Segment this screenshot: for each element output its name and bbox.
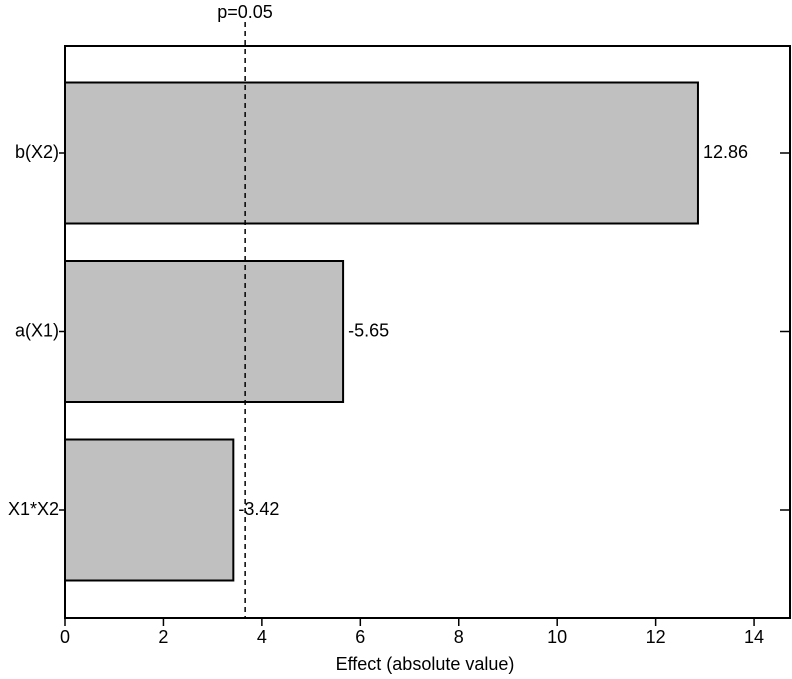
- plot-frame: [64, 45, 791, 619]
- y-tick-label: b(X2): [15, 142, 59, 162]
- x-tick-label: 12: [646, 627, 666, 647]
- y-tick-label: X1*X2: [8, 499, 59, 519]
- x-tick-label: 6: [355, 627, 365, 647]
- x-tick-label: 4: [257, 627, 267, 647]
- value-label: 12.86: [703, 142, 748, 162]
- bar: [64, 438, 235, 582]
- x-tick-label: 0: [60, 627, 70, 647]
- value-label: -5.65: [348, 320, 389, 340]
- reference-label: p=0.05: [217, 2, 273, 22]
- bar: [64, 260, 345, 403]
- x-axis-label: Effect (absolute value): [336, 654, 515, 674]
- x-tick-label: 8: [454, 627, 464, 647]
- bar: [64, 81, 699, 225]
- x-tick-label: 14: [744, 627, 764, 647]
- y-tick-label: a(X1): [15, 320, 59, 340]
- x-tick-label: 10: [547, 627, 567, 647]
- value-label: -3.42: [238, 499, 279, 519]
- x-tick-label: 2: [158, 627, 168, 647]
